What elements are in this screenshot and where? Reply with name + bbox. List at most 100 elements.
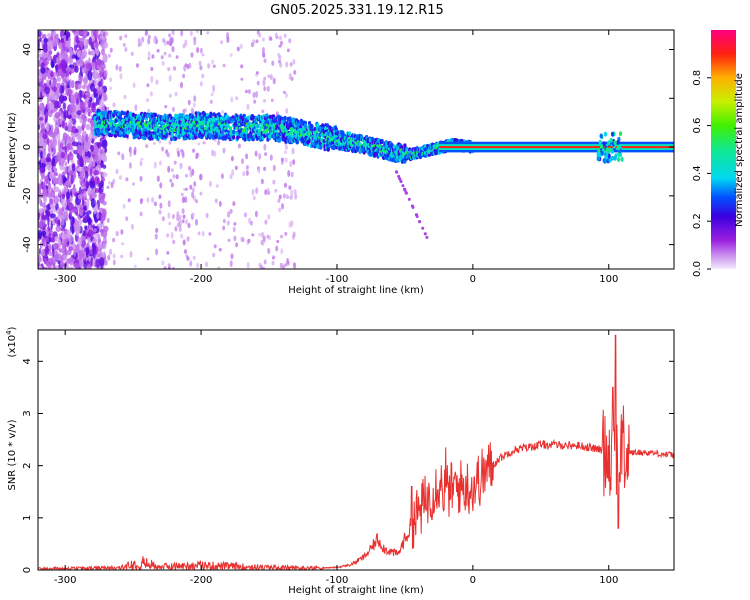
heat-cell [50,71,54,78]
heat-cell [41,91,46,96]
heat-cell [254,150,258,157]
heat-cell [156,175,160,182]
heat-cell [38,254,42,263]
heat-cell [68,246,74,252]
heat-cell [38,72,42,83]
heat-cell [79,186,82,195]
x-tick-label: 0 [470,575,476,586]
heat-cell [62,102,67,110]
heat-cell [81,30,85,37]
heat-cell [608,147,612,153]
heat-cell [266,187,270,195]
colorbar-gradient [711,30,736,269]
heat-cell [81,113,87,120]
heat-cell [201,53,205,57]
heat-cell [269,74,273,81]
heat-cell [233,121,237,127]
colorbar-ticks: 0.00.20.40.60.8 [692,70,711,277]
heat-cell [67,152,74,161]
heat-cell [184,249,187,254]
heat-cell [101,243,107,250]
heat-cell [84,225,88,230]
x-tick-label: 0 [470,274,476,285]
heat-cell [279,62,283,68]
heat-cell [79,259,84,269]
heat-cell [60,227,66,232]
heat-cell [119,73,123,80]
y-tick-label: 1 [22,515,33,521]
heat-cell [229,130,233,136]
heat-cell [199,191,203,196]
heat-cell [401,184,405,188]
heat-cell [278,44,282,48]
heat-cell [262,51,266,58]
heat-cell [95,258,101,269]
heat-cell [191,212,195,216]
heat-cell [87,229,94,238]
colorbar-tick-label: 0.8 [692,70,703,86]
heat-cell [49,191,53,195]
heat-cell [279,35,282,41]
heat-cell [246,103,250,110]
heat-cell [369,152,373,157]
heat-cell [168,140,172,145]
x-tick-label: -300 [54,274,77,285]
heat-cell [609,137,613,143]
heat-cell [258,129,262,133]
heat-cell [208,117,212,123]
heat-cell [189,184,193,190]
heat-cell [132,82,136,89]
heat-cell [280,40,283,46]
heat-cell [209,99,213,104]
colorbar-tick-label: 0.4 [692,165,703,181]
heat-cell [80,101,86,111]
heat-cell [184,196,188,203]
heat-cell [209,113,213,119]
heat-cell [152,141,156,145]
heat-cell [77,237,83,247]
heat-cell [201,231,205,237]
heat-cell [40,62,45,69]
heat-cell [252,92,256,99]
heat-cell [181,152,185,159]
heat-cell [39,159,42,168]
heat-cell [199,81,203,87]
heat-cell [50,213,56,219]
heat-cell [158,194,162,200]
heat-cell [58,189,61,196]
heat-cell [97,253,103,258]
heat-cell [151,54,155,59]
heat-cell [184,187,188,191]
heat-cell [193,39,197,46]
heat-cell [162,38,166,43]
heat-cell [266,85,270,92]
heat-cell [207,63,211,69]
heat-cell [96,241,102,249]
heat-cell [280,157,284,162]
heat-cell [284,150,287,154]
heat-cell [189,31,193,36]
heat-cell [83,76,88,87]
heat-cell [403,188,407,192]
heat-cell [227,238,231,242]
heat-cell [169,178,173,183]
heat-cell [71,80,75,89]
heat-cell [120,153,124,160]
heat-cell [278,207,282,212]
heat-cell [185,254,189,258]
x-tick-label: -300 [54,575,77,586]
heat-cell [133,264,137,268]
heat-cell [291,147,295,155]
heat-cell [68,126,72,132]
heat-cell [153,112,157,118]
heat-cell [146,257,150,261]
heat-cell [168,53,172,58]
heat-cell [52,86,57,92]
heat-cell [48,184,52,189]
heat-cell [172,174,176,179]
heat-cell [76,144,83,154]
heat-cell [54,90,58,96]
heat-cell [293,70,297,75]
heat-cell [67,88,73,96]
